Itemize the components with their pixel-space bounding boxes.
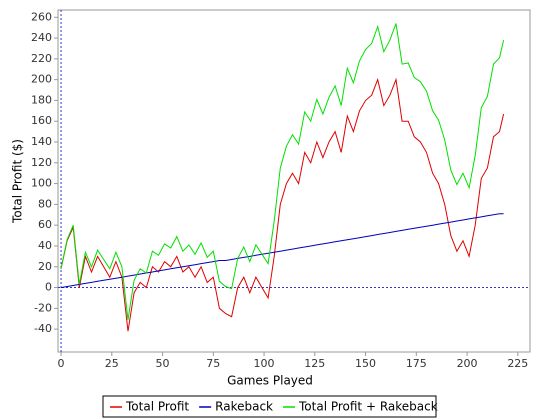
legend-label: Total Profit + Rakeback xyxy=(298,400,438,414)
y-tick-label: 180 xyxy=(31,93,52,106)
y-tick-label: 220 xyxy=(31,52,52,65)
x-tick-label: 200 xyxy=(457,357,478,370)
series-line xyxy=(60,23,505,320)
x-tick-label: 175 xyxy=(406,357,427,370)
y-tick-label: 260 xyxy=(31,10,52,23)
y-tick-label: 80 xyxy=(38,197,52,210)
series-line xyxy=(60,213,504,289)
x-tick-label: 225 xyxy=(507,357,528,370)
y-tick-label: 60 xyxy=(38,218,52,231)
x-tick-label: 75 xyxy=(206,357,220,370)
y-tick-label: 100 xyxy=(31,177,52,190)
y-tick-label: 160 xyxy=(31,114,52,127)
legend-label: Total Profit xyxy=(125,400,189,414)
y-tick-label: 200 xyxy=(31,73,52,86)
y-tick-label: -20 xyxy=(34,301,52,314)
x-tick-label: 100 xyxy=(254,357,275,370)
x-tick-label: 0 xyxy=(58,357,65,370)
y-tick-label: 140 xyxy=(31,135,52,148)
x-tick-label: 125 xyxy=(304,357,325,370)
y-tick-label: 120 xyxy=(31,156,52,169)
y-tick-label: 40 xyxy=(38,239,52,252)
y-tick-label: 0 xyxy=(45,281,52,294)
y-axis-label: Total Profit ($) xyxy=(11,139,25,224)
y-tick-label: 240 xyxy=(31,31,52,44)
x-tick-label: 25 xyxy=(105,357,119,370)
plot-area xyxy=(57,9,531,353)
y-tick-label: 20 xyxy=(38,260,52,273)
y-tick-label: -40 xyxy=(34,322,52,335)
series-line xyxy=(60,77,505,332)
x-tick-label: 50 xyxy=(156,357,170,370)
x-axis-label: Games Played xyxy=(227,374,313,388)
legend-label: Rakeback xyxy=(215,400,273,414)
legend-box xyxy=(102,395,437,418)
x-tick-label: 150 xyxy=(355,357,376,370)
